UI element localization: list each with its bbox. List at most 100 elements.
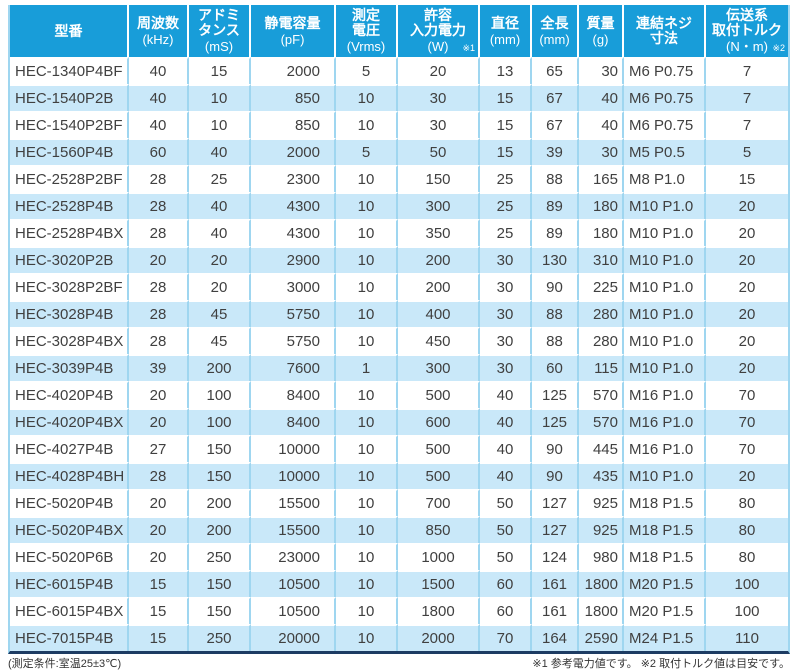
- value-cell: 50: [480, 489, 532, 516]
- value-cell: 89: [532, 192, 579, 219]
- value-cell: 80: [706, 516, 788, 543]
- column-header-5: 許容 入力電力 (W) ※1: [398, 5, 480, 57]
- value-cell: 1: [336, 354, 398, 381]
- value-cell: 60: [532, 354, 579, 381]
- value-cell: 15: [129, 570, 189, 597]
- value-cell: M18 P1.5: [624, 543, 706, 570]
- value-cell: 45: [189, 300, 251, 327]
- value-cell: 10: [336, 273, 398, 300]
- value-cell: 60: [480, 570, 532, 597]
- value-cell: 40: [480, 408, 532, 435]
- column-header-label: 周波数 (kHz): [137, 14, 179, 47]
- value-cell: 90: [532, 273, 579, 300]
- header-row: 型番 周波数 (kHz) アドミ タンス (mS) 静電容量 (pF) 測定 電圧 (Vrms) 許容…: [10, 5, 788, 57]
- value-cell: 20: [129, 543, 189, 570]
- value-cell: M18 P1.5: [624, 489, 706, 516]
- model-number-cell: HEC-6015P4BX: [10, 597, 129, 624]
- column-unit: (Vrms): [346, 39, 386, 54]
- model-number-cell: HEC-3028P2BF: [10, 273, 129, 300]
- column-header-label: 全長 (mm): [539, 14, 570, 47]
- value-cell: 1800: [579, 570, 624, 597]
- value-cell: 28: [129, 219, 189, 246]
- value-cell: 28: [129, 462, 189, 489]
- model-number-cell: HEC-3028P4B: [10, 300, 129, 327]
- value-cell: 1500: [398, 570, 480, 597]
- value-cell: 130: [532, 246, 579, 273]
- column-header-label: 直径 (mm): [489, 14, 521, 47]
- value-cell: 500: [398, 462, 480, 489]
- column-header-0: 型番: [10, 5, 129, 57]
- column-header-4: 測定 電圧 (Vrms): [336, 5, 398, 57]
- value-cell: 30: [480, 354, 532, 381]
- value-cell: 150: [189, 435, 251, 462]
- value-cell: M6 P0.75: [624, 84, 706, 111]
- value-cell: 980: [579, 543, 624, 570]
- column-header-label: 連結ネジ 寸法: [636, 15, 692, 46]
- value-cell: 5: [336, 138, 398, 165]
- value-cell: 70: [480, 624, 532, 651]
- value-cell: 125: [532, 408, 579, 435]
- value-cell: 10: [336, 435, 398, 462]
- value-cell: 10: [336, 246, 398, 273]
- model-number-cell: HEC-2528P4B: [10, 192, 129, 219]
- spec-table-wrap: 型番 周波数 (kHz) アドミ タンス (mS) 静電容量 (pF) 測定 電圧 (Vrms) 許容…: [8, 5, 790, 654]
- value-cell: 2000: [251, 57, 336, 84]
- value-cell: 10: [336, 84, 398, 111]
- value-cell: 310: [579, 246, 624, 273]
- table-row: HEC-4027P4B 27 150 10000 10 500 40 90 445 M16 P1.…: [10, 435, 788, 462]
- value-cell: 850: [398, 516, 480, 543]
- value-cell: 1000: [398, 543, 480, 570]
- value-cell: 200: [398, 246, 480, 273]
- column-header-label: アドミ タンス (mS): [198, 7, 240, 55]
- table-row: HEC-1540P2BF 40 10 850 10 30 15 67 40 M6 P0.75 7: [10, 111, 788, 138]
- value-cell: M18 P1.5: [624, 516, 706, 543]
- table-row: HEC-4028P4BH 28 150 10000 10 500 40 90 435 M10 P1…: [10, 462, 788, 489]
- value-cell: 30: [480, 327, 532, 354]
- column-header-3: 静電容量 (pF): [251, 5, 336, 57]
- table-row: HEC-1540P2B 40 10 850 10 30 15 67 40 M6 P0.75 7: [10, 84, 788, 111]
- value-cell: 570: [579, 381, 624, 408]
- value-cell: 88: [532, 300, 579, 327]
- value-cell: 27: [129, 435, 189, 462]
- value-cell: 15: [189, 57, 251, 84]
- value-cell: 10: [336, 516, 398, 543]
- column-unit: (mm): [489, 31, 521, 47]
- value-cell: 7600: [251, 354, 336, 381]
- value-cell: M20 P1.5: [624, 570, 706, 597]
- column-header-8: 質量 (g): [579, 5, 624, 57]
- value-cell: 4300: [251, 219, 336, 246]
- value-cell: 20: [706, 300, 788, 327]
- value-cell: 450: [398, 327, 480, 354]
- value-cell: 700: [398, 489, 480, 516]
- value-cell: 10: [336, 111, 398, 138]
- value-cell: 150: [189, 462, 251, 489]
- value-cell: 400: [398, 300, 480, 327]
- column-header-7: 全長 (mm): [532, 5, 579, 57]
- value-cell: 180: [579, 219, 624, 246]
- value-cell: 150: [189, 570, 251, 597]
- spec-table-header: 型番 周波数 (kHz) アドミ タンス (mS) 静電容量 (pF) 測定 電圧 (Vrms) 許容…: [10, 5, 788, 57]
- value-cell: 40: [189, 192, 251, 219]
- value-cell: 20: [706, 192, 788, 219]
- table-row: HEC-5020P6B 20 250 23000 10 1000 50 124 980 M18 P…: [10, 543, 788, 570]
- value-cell: 28: [129, 192, 189, 219]
- value-cell: 127: [532, 516, 579, 543]
- value-cell: 15: [480, 111, 532, 138]
- value-cell: 125: [532, 381, 579, 408]
- value-cell: 10: [336, 219, 398, 246]
- reference-value-notes: ※1 参考電力値です。 ※2 取付トルク値は目安です。: [532, 658, 790, 670]
- value-cell: 1800: [579, 597, 624, 624]
- value-cell: 20: [398, 57, 480, 84]
- value-cell: 127: [532, 489, 579, 516]
- value-cell: 45: [189, 327, 251, 354]
- value-cell: 10500: [251, 570, 336, 597]
- value-cell: 570: [579, 408, 624, 435]
- value-cell: 2000: [398, 624, 480, 651]
- value-cell: 10: [336, 543, 398, 570]
- column-header-2: アドミ タンス (mS): [189, 5, 251, 57]
- model-number-cell: HEC-1540P2BF: [10, 111, 129, 138]
- column-unit: (mS): [204, 39, 234, 54]
- value-cell: 20: [706, 462, 788, 489]
- model-number-cell: HEC-3020P2B: [10, 246, 129, 273]
- value-cell: 67: [532, 84, 579, 111]
